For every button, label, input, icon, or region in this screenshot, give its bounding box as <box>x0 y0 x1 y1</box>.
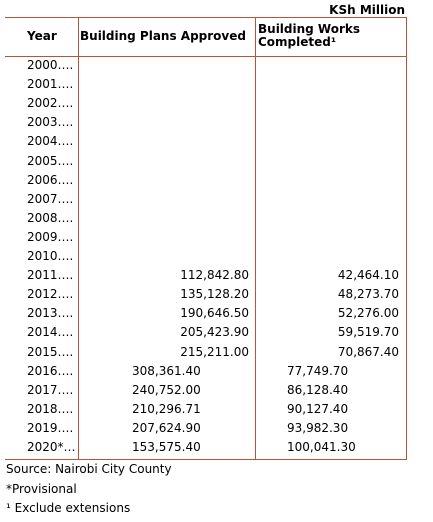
works-cell: 48,273.70 <box>337 287 399 302</box>
plans-cell: 205,423.90 <box>180 325 249 340</box>
year-cell: 2000…. <box>27 58 74 72</box>
plans-cell: 308,361.40 <box>132 363 201 378</box>
header-building-plans: Building Plans Approved <box>80 29 246 43</box>
table-bottom-rule <box>5 459 406 460</box>
table-row: 2015…. 215,211.00 70,867.40 <box>0 343 433 362</box>
plans-cell: 210,296.71 <box>132 401 201 416</box>
year-cell: 2013…. <box>27 306 74 321</box>
plans-cell: 112,842.80 <box>180 268 249 283</box>
table-row: 2002…. <box>0 94 433 113</box>
header-top-rule <box>5 17 406 18</box>
year-cell: 2015…. <box>27 344 74 359</box>
works-cell: 100,041.30 <box>287 440 356 454</box>
year-cell: 2007…. <box>27 191 74 206</box>
source-note: Source: Nairobi City County <box>6 462 172 476</box>
table-row: 2004…. <box>0 132 433 151</box>
table-row: 2013…. 190,646.50 52,276.00 <box>0 304 433 323</box>
year-cell: 2001…. <box>27 77 74 92</box>
year-cell: 2006…. <box>27 172 74 187</box>
works-cell: 70,867.40 <box>337 344 399 359</box>
works-cell: 90,127.40 <box>287 401 349 416</box>
works-cell: 59,519.70 <box>337 325 399 340</box>
table-row: 2012…. 135,128.20 48,273.70 <box>0 285 433 304</box>
table-row: 2020*… 153,575.40 100,041.30 <box>0 438 433 457</box>
year-cell: 2005…. <box>27 153 74 168</box>
exclude-note: ¹ Exclude extensions <box>6 501 131 515</box>
year-cell: 2011…. <box>27 268 74 283</box>
table-row: 2017…. 240,752.00 86,128.40 <box>0 381 433 400</box>
year-cell: 2002…. <box>27 96 74 111</box>
year-cell: 2004…. <box>27 134 74 149</box>
year-cell: 2010…. <box>27 249 74 263</box>
table-row: 2008…. <box>0 209 433 228</box>
works-cell: 42,464.10 <box>337 268 399 283</box>
plans-cell: 190,646.50 <box>180 306 249 321</box>
table-row: 2009…. <box>0 228 433 247</box>
table-row: 2010…. <box>0 247 433 266</box>
works-cell: 86,128.40 <box>287 382 349 397</box>
table-row: 2000…. <box>0 56 433 75</box>
plans-cell: 240,752.00 <box>132 382 201 397</box>
year-cell: 2009…. <box>27 229 74 244</box>
plans-cell: 135,128.20 <box>180 287 249 302</box>
year-cell: 2018…. <box>27 401 74 416</box>
works-cell: 77,749.70 <box>287 363 349 378</box>
column-divider-1 <box>78 17 79 460</box>
year-cell: 2019…. <box>27 420 74 435</box>
year-cell: 2008…. <box>27 210 74 225</box>
column-divider-3 <box>406 17 407 460</box>
works-cell: 93,982.30 <box>287 420 349 435</box>
column-divider-2 <box>255 17 256 460</box>
works-cell: 52,276.00 <box>337 306 399 321</box>
plans-cell: 215,211.00 <box>180 344 249 359</box>
year-cell: 2003…. <box>27 115 74 130</box>
year-cell: 2016…. <box>27 363 74 378</box>
table-row: 2007…. <box>0 190 433 209</box>
plans-cell: 153,575.40 <box>132 440 201 454</box>
provisional-note: *Provisional <box>6 482 77 496</box>
table-row: 2014…. 205,423.90 59,519.70 <box>0 323 433 342</box>
table-row: 2003…. <box>0 113 433 132</box>
table-row: 2005…. <box>0 152 433 171</box>
header-building-works: Building Works Completed¹ <box>258 22 361 49</box>
plans-cell: 207,624.90 <box>132 420 201 435</box>
table-row: 2016…. 308,361.40 77,749.70 <box>0 362 433 381</box>
header-year: Year <box>27 29 57 43</box>
table-row: 2019…. 207,624.90 93,982.30 <box>0 419 433 438</box>
year-cell: 2012…. <box>27 287 74 302</box>
year-cell: 2020*… <box>27 440 76 454</box>
table-row: 2006…. <box>0 171 433 190</box>
unit-label: KSh Million <box>329 3 405 17</box>
table-row: 2018…. 210,296.71 90,127.40 <box>0 400 433 419</box>
table-row: 2001…. <box>0 75 433 94</box>
year-cell: 2014…. <box>27 325 74 340</box>
table-row: 2011…. 112,842.80 42,464.10 <box>0 266 433 285</box>
year-cell: 2017…. <box>27 382 74 397</box>
header-bottom-rule <box>5 56 406 57</box>
